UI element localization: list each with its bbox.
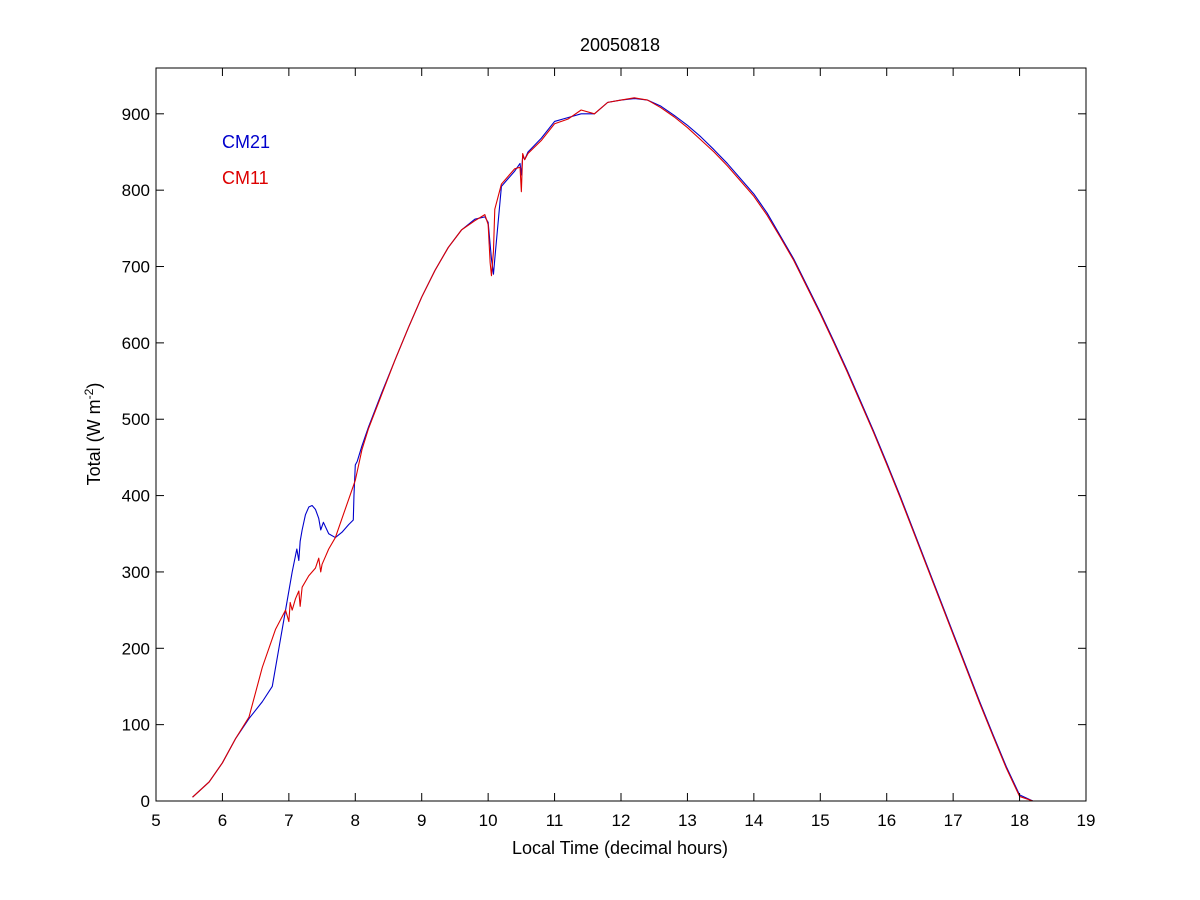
x-tick-label: 13 (678, 811, 697, 830)
series-line-cm21 (192, 97, 1086, 802)
x-tick-label: 9 (417, 811, 426, 830)
y-axis-label: Total (W m-2) (82, 383, 104, 486)
x-tick-label: 8 (351, 811, 360, 830)
x-tick-label: 19 (1077, 811, 1096, 830)
x-tick-label: 5 (151, 811, 160, 830)
y-tick-label: 900 (122, 105, 150, 124)
x-axis-label: Local Time (decimal hours) (512, 838, 728, 858)
y-tick-label: 0 (141, 792, 150, 811)
x-tick-label: 11 (546, 811, 564, 830)
x-tick-label: 7 (284, 811, 293, 830)
y-axis-label-superscript: -2 (82, 388, 96, 399)
y-axis: 0 100 200 300 400 500 600 700 800 900 (122, 105, 1086, 811)
series-line-cm11 (192, 97, 1086, 802)
x-axis: 5 6 7 8 9 10 11 12 13 14 15 16 17 18 19 (151, 68, 1095, 830)
y-axis-label-close: ) (84, 383, 104, 389)
y-tick-label: 100 (122, 716, 150, 735)
x-tick-label: 17 (944, 811, 963, 830)
y-tick-label: 800 (122, 181, 150, 200)
legend-entry-cm11: CM11 (222, 168, 269, 188)
x-tick-label: 12 (612, 811, 631, 830)
x-tick-label: 18 (1010, 811, 1029, 830)
x-tick-label: 10 (479, 811, 498, 830)
y-tick-label: 700 (122, 258, 150, 277)
y-tick-label: 600 (122, 334, 150, 353)
legend-entry-cm21: CM21 (222, 132, 270, 152)
x-tick-label: 14 (744, 811, 763, 830)
series-layer (192, 97, 1086, 802)
x-tick-label: 6 (218, 811, 227, 830)
x-tick-label: 16 (877, 811, 896, 830)
y-tick-label: 400 (122, 487, 150, 506)
y-tick-label: 500 (122, 410, 150, 429)
y-tick-label: 300 (122, 563, 150, 582)
y-tick-label: 200 (122, 639, 150, 658)
x-tick-label: 15 (811, 811, 830, 830)
chart-title: 20050818 (580, 35, 660, 55)
y-axis-label-main: Total (W m (84, 399, 104, 485)
